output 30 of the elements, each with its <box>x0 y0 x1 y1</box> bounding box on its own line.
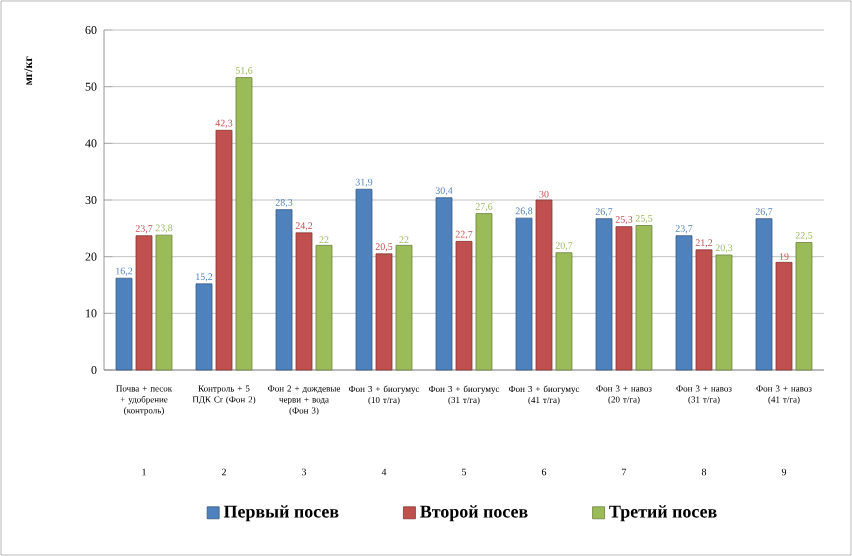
bar <box>395 244 413 371</box>
bar <box>555 252 573 371</box>
bar <box>275 209 293 371</box>
bar <box>375 253 393 371</box>
bar <box>795 242 813 371</box>
bar <box>675 235 693 371</box>
bar <box>595 218 613 371</box>
bar <box>215 129 233 371</box>
bar <box>535 199 553 371</box>
bar <box>515 217 533 371</box>
bar <box>195 283 213 371</box>
bar <box>615 226 633 371</box>
bar <box>315 244 333 371</box>
bar <box>475 213 493 371</box>
bar <box>355 188 373 371</box>
bar <box>115 277 133 371</box>
bar <box>435 197 453 371</box>
bar <box>755 218 773 371</box>
legend-label: Второй посев <box>420 505 528 522</box>
bar <box>695 249 713 371</box>
bar <box>295 232 313 371</box>
legend-label: Первый посев <box>223 505 339 522</box>
bar <box>135 235 153 371</box>
bar <box>635 225 653 371</box>
bar <box>235 77 253 371</box>
bar <box>455 240 473 371</box>
bar <box>715 254 733 371</box>
bar <box>155 234 173 371</box>
legend-label: Третий посев <box>609 505 717 522</box>
bar <box>775 261 793 371</box>
